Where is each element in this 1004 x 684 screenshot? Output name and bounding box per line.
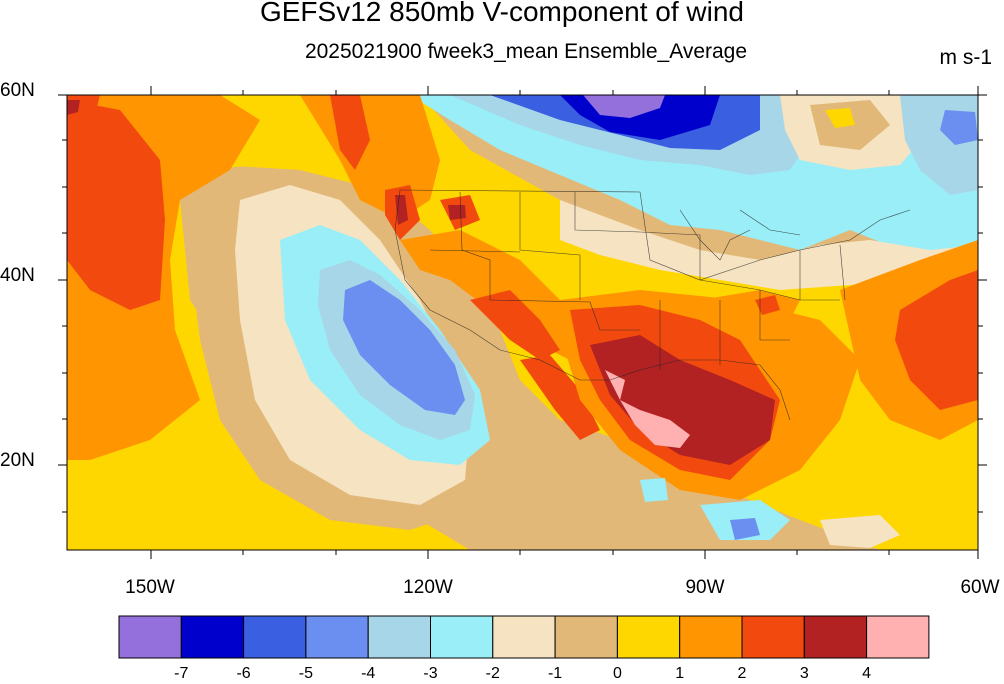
colorbar-swatch xyxy=(305,615,369,659)
colorbar-swatch xyxy=(866,615,930,659)
map-subtitle: 2025021900 fweek3_mean Ensemble_Average xyxy=(304,40,748,63)
colorbar-tick-label: 3 xyxy=(799,665,809,682)
colorbar-tick-label: 0 xyxy=(612,665,622,682)
colorbar-swatch xyxy=(554,615,618,659)
lon-label-150w: 150W xyxy=(125,577,175,598)
lon-label-90w: 90W xyxy=(685,577,725,598)
colorbar-tick-label: -1 xyxy=(547,665,563,682)
colorbar-tick-label: 4 xyxy=(862,665,872,682)
colorbar-swatch xyxy=(118,615,182,659)
map-frame xyxy=(66,94,979,551)
units-label: m s-1 xyxy=(939,46,993,69)
lon-label-60w: 60W xyxy=(960,577,1000,598)
colorbar-swatch xyxy=(243,615,307,659)
lon-label-120w: 120W xyxy=(403,577,453,598)
tick-marks xyxy=(58,86,987,559)
colorbar-swatch xyxy=(803,615,868,659)
colorbar-swatch xyxy=(180,615,245,659)
lat-label-40n: 40N xyxy=(0,265,35,286)
colorbar-tick-label: -3 xyxy=(423,665,438,682)
colorbar-swatch xyxy=(492,615,556,659)
colorbar-swatch xyxy=(741,615,805,659)
colorbar-tick-label: -4 xyxy=(361,665,376,682)
colorbar-tick-label: 2 xyxy=(737,665,747,682)
colorbar-tick-label: -7 xyxy=(174,665,189,682)
contour-field xyxy=(67,95,978,550)
map-title: GEFSv12 850mb V-component of wind xyxy=(259,0,745,27)
state-boundaries xyxy=(394,189,911,421)
lat-label-20n: 20N xyxy=(0,450,35,471)
colorbar-swatch xyxy=(367,615,432,659)
colorbar-swatch xyxy=(679,615,743,659)
colorbar xyxy=(118,615,930,659)
lat-label-60n: 60N xyxy=(0,80,35,101)
colorbar-swatch xyxy=(430,615,494,659)
colorbar-swatch xyxy=(616,615,681,659)
colorbar-tick-label: 1 xyxy=(675,665,685,682)
colorbar-tick-label: -6 xyxy=(236,665,251,682)
colorbar-tick-label: -5 xyxy=(298,665,314,682)
colorbar-tick-label: -2 xyxy=(485,665,500,682)
